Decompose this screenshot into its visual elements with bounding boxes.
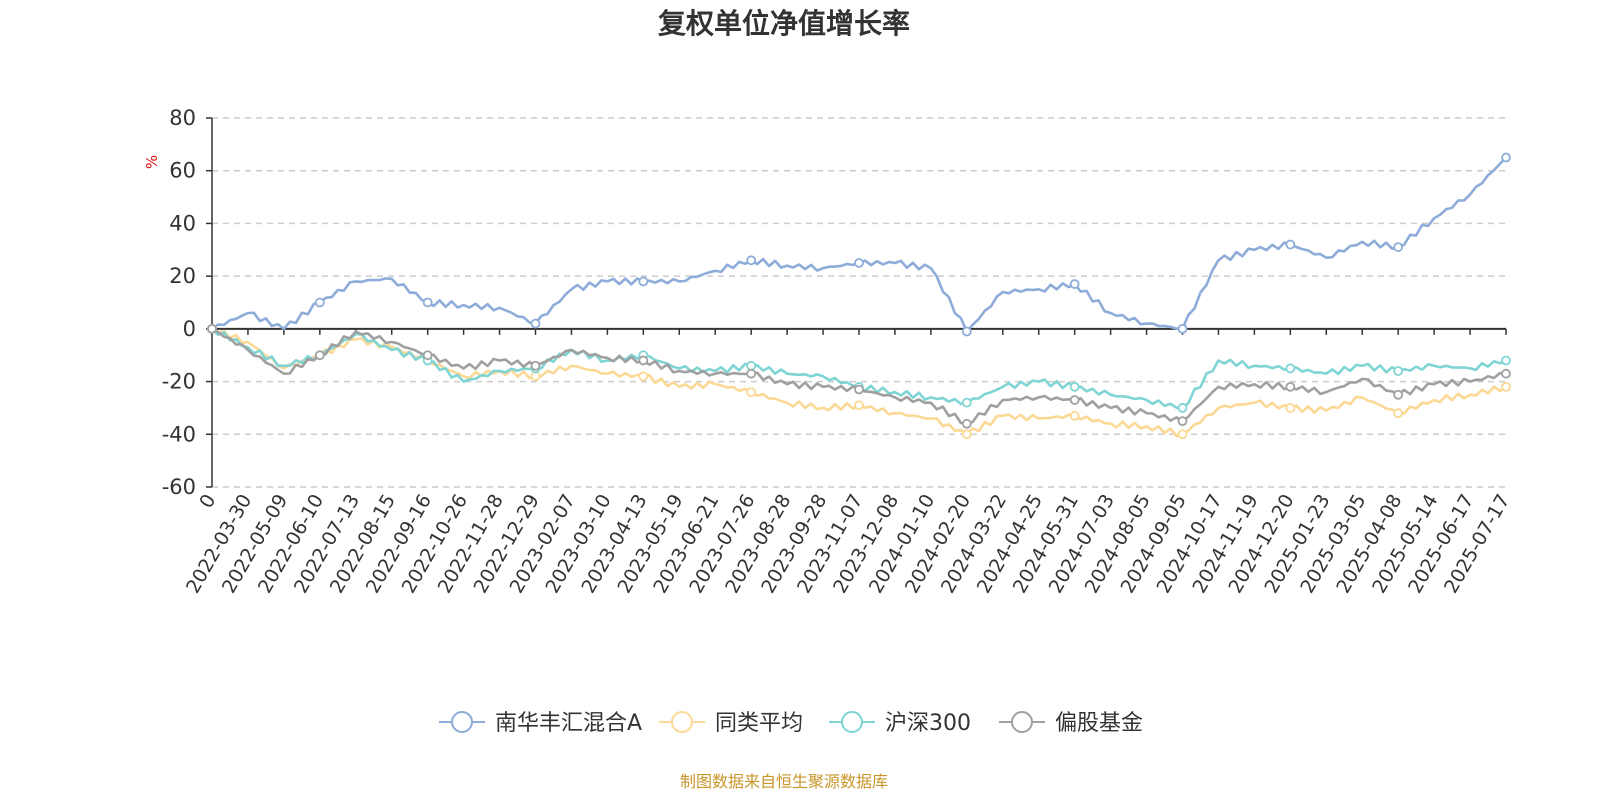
- series-line: [211, 327, 1507, 410]
- x-axis-ticks: 02022-03-302022-05-092022-06-102022-07-1…: [182, 328, 1514, 597]
- data-point: [1069, 395, 1080, 405]
- data-point: [746, 360, 757, 371]
- legend-marker: [1011, 711, 1033, 733]
- data-point: [961, 429, 972, 440]
- data-point: [1393, 408, 1404, 419]
- data-point: [638, 355, 649, 366]
- data-point: [1393, 366, 1404, 376]
- data-point: [530, 360, 541, 371]
- legend-marker: [841, 711, 863, 733]
- data-point: [1285, 381, 1296, 392]
- y-axis-unit: %: [143, 155, 161, 169]
- data-point: [1285, 363, 1296, 374]
- data-point: [854, 384, 864, 395]
- y-tick-label: 20: [169, 264, 196, 288]
- data-point: [314, 350, 325, 361]
- legend-item[interactable]: 南华丰汇混合A: [439, 711, 642, 736]
- data-point: [530, 371, 541, 382]
- data-point: [1285, 403, 1296, 413]
- data-point: [207, 323, 217, 334]
- data-point: [1285, 239, 1296, 250]
- data-point: [1501, 381, 1511, 392]
- series-line: [211, 156, 1507, 333]
- x-tick-label: 0: [195, 491, 220, 512]
- data-point: [1501, 152, 1511, 163]
- data-point: [961, 326, 972, 337]
- data-point: [314, 297, 325, 308]
- y-tick-label: -20: [162, 370, 196, 394]
- data-point: [1177, 416, 1188, 427]
- data-point: [1501, 368, 1511, 379]
- source-note: 制图数据来自恒生聚源数据库: [680, 772, 888, 791]
- data-point: [1501, 355, 1511, 366]
- data-point: [1069, 410, 1080, 421]
- chart-title: 复权单位净值增长率: [658, 7, 910, 40]
- y-tick-label: 0: [183, 317, 196, 341]
- data-point: [422, 350, 433, 361]
- legend-label: 南华丰汇混合A: [495, 711, 642, 736]
- data-point: [854, 400, 864, 411]
- data-point: [746, 387, 757, 398]
- legend-item[interactable]: 偏股基金: [999, 711, 1143, 736]
- y-tick-label: 40: [169, 211, 196, 235]
- series-lines: [207, 152, 1511, 440]
- data-point: [1069, 279, 1080, 289]
- y-tick-label: 60: [169, 159, 196, 183]
- legend-marker: [671, 711, 693, 733]
- legend-marker: [451, 711, 473, 733]
- data-point: [746, 368, 757, 379]
- legend-item[interactable]: 沪深300: [829, 711, 971, 736]
- y-tick-label: -40: [162, 422, 196, 446]
- data-point: [422, 297, 433, 308]
- data-point: [1393, 389, 1404, 400]
- data-point: [638, 276, 649, 287]
- data-point: [1177, 403, 1188, 413]
- legend-label: 同类平均: [715, 711, 803, 736]
- data-point: [1069, 381, 1080, 392]
- data-point: [746, 255, 757, 266]
- data-point: [1177, 323, 1188, 334]
- legend[interactable]: 南华丰汇混合A 同类平均 沪深300 偏股基金: [439, 711, 1143, 736]
- legend-label: 沪深300: [885, 711, 971, 736]
- y-tick-label: 80: [169, 106, 196, 130]
- grid-lines: [212, 117, 1506, 488]
- data-point: [1393, 242, 1404, 253]
- data-point: [1177, 429, 1188, 440]
- legend-item[interactable]: 同类平均: [659, 711, 803, 736]
- data-point: [961, 418, 972, 429]
- y-tick-label: -60: [162, 475, 196, 499]
- legend-label: 偏股基金: [1055, 711, 1143, 736]
- y-axis-ticks: -60 -40 -20 0 20 40 60 80: [162, 106, 212, 499]
- data-point: [854, 258, 864, 268]
- data-point: [961, 397, 972, 408]
- axes: [211, 118, 1506, 487]
- data-point: [638, 371, 649, 382]
- data-point: [530, 318, 541, 329]
